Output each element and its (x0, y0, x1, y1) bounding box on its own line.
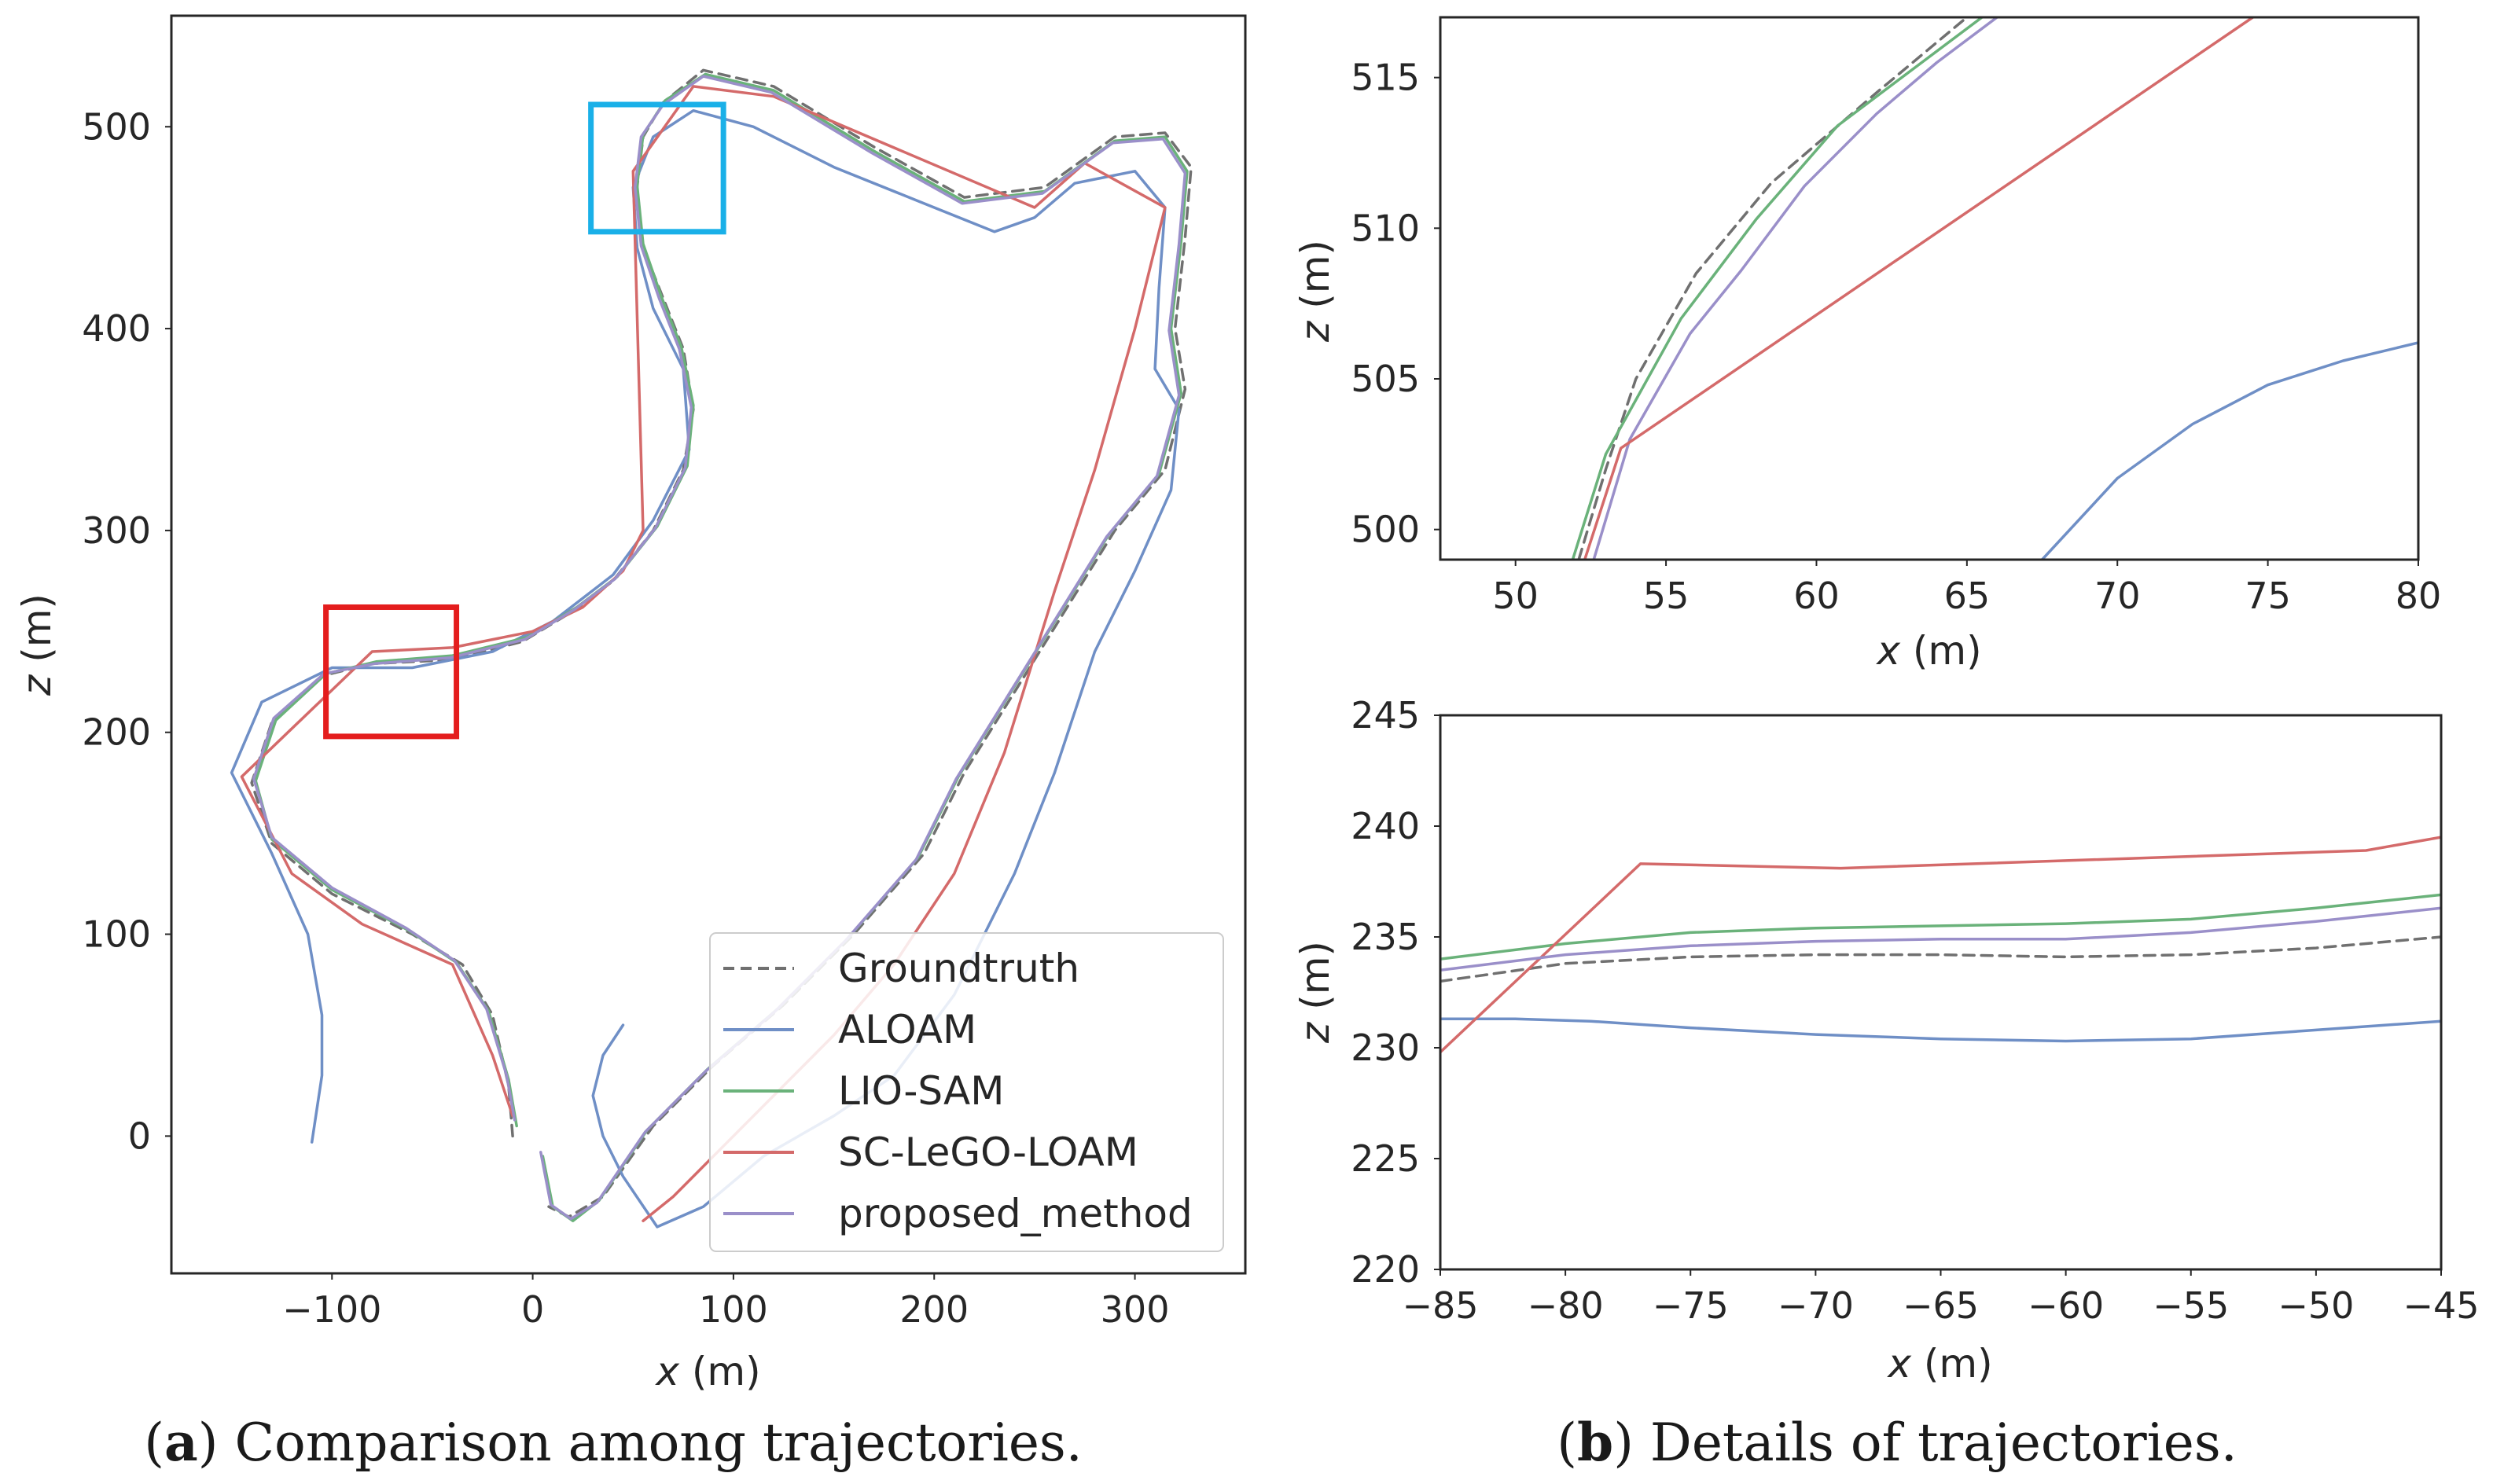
zoom-top-xtick-label: 65 (1944, 575, 1991, 617)
zoom-top-xtick-label: 70 (2094, 575, 2141, 617)
main-trajectory-plot: −100 0 100 200 300 0 100 200 300 400 500 x (m) z … (14, 14, 1247, 1394)
zoom-top-x-axis-label: x (m) (1875, 628, 1981, 674)
zoom-bottom-series-proposed-method (1440, 906, 2441, 972)
zoom-top-xtick-label: 80 (2396, 575, 2442, 617)
zoom-top-plot: 50 55 60 65 70 75 80 500 505 510 515 x (m) z (m) (1292, 16, 2441, 674)
main-xtick-label: 0 (521, 1288, 544, 1331)
main-series-lines (230, 68, 1193, 1229)
zoom-top-ytick-label: 515 (1351, 57, 1420, 99)
zoom-bottom-xtick-label: −80 (1528, 1284, 1604, 1327)
zoom-bottom-xtick-label: −45 (2403, 1284, 2479, 1327)
main-xtick-label: 300 (1101, 1288, 1170, 1331)
zoom-top-x-ticks: 50 55 60 65 70 75 80 (1492, 560, 2441, 617)
main-ytick-label: 200 (82, 711, 151, 754)
zoom-bottom-y-axis-label: z (m) (1292, 941, 1338, 1044)
caption-a: (a) Comparison among trajectories. (144, 1412, 1083, 1473)
zoom-bottom-series-lines (1440, 836, 2441, 1054)
zoom-top-xtick-label: 55 (1643, 575, 1690, 617)
caption-b: (b) Details of trajectories. (1557, 1412, 2237, 1473)
zoom-bottom-xtick-label: −70 (1778, 1284, 1854, 1327)
legend-label-groundtruth: Groundtruth (838, 946, 1079, 991)
main-series-proposed-method (252, 75, 1187, 1221)
zoom-top-y-axis-label: z (m) (1292, 240, 1338, 343)
zoom-bottom-plot-frame (1439, 714, 2443, 1271)
zoom-bottom-xtick-label: −85 (1402, 1284, 1478, 1327)
zoom-bottom-x-axis-label: x (m) (1886, 1341, 1992, 1387)
zoom-bottom-xtick-label: −50 (2278, 1284, 2354, 1327)
zoom-bottom-x-ticks: −85 −80 −75 −70 −65 −60 −55 −50 −45 (1402, 1269, 2480, 1327)
legend-label-aloam: ALOAM (838, 1007, 976, 1052)
highlight-red-box (323, 604, 460, 740)
zoom-bottom-ytick-label: 245 (1351, 694, 1420, 736)
zoom-top-ytick-label: 500 (1351, 509, 1420, 551)
highlight-cyan-box (588, 101, 726, 235)
zoom-top-series-lio-sam (1571, 17, 1984, 560)
zoom-top-y-ticks: 500 505 510 515 (1351, 57, 1440, 551)
legend-label-lio-sam: LIO-SAM (838, 1068, 1004, 1114)
zoom-bottom-xtick-label: −55 (2153, 1284, 2229, 1327)
main-highlight-boxes (323, 101, 726, 740)
main-ytick-label: 500 (82, 105, 151, 148)
zoom-top-ytick-label: 510 (1351, 207, 1420, 249)
zoom-bottom-ytick-label: 240 (1351, 805, 1420, 847)
zoom-bottom-ytick-label: 230 (1351, 1027, 1420, 1069)
zoom-top-series-groundtruth (1577, 17, 1969, 560)
main-ytick-label: 0 (128, 1115, 151, 1157)
zoom-top-ytick-label: 505 (1351, 358, 1420, 400)
main-y-axis-label: z (m) (14, 593, 60, 696)
zoom-top-plot-frame (1439, 16, 2420, 561)
legend-label-proposed-method: proposed_method (838, 1191, 1193, 1236)
zoom-top-series-proposed-method (1592, 17, 1998, 560)
main-y-ticks: 0 100 200 300 400 500 (82, 105, 171, 1157)
zoom-bottom-series-groundtruth (1440, 935, 2441, 983)
legend-frame (709, 932, 1224, 1252)
zoom-bottom-series-aloam (1440, 1017, 2441, 1043)
main-plot-frame (170, 14, 1247, 1275)
zoom-bottom-xtick-label: −60 (2028, 1284, 2104, 1327)
main-xtick-label: 100 (699, 1288, 768, 1331)
zoom-top-xtick-label: 60 (1793, 575, 1840, 617)
zoom-bottom-ytick-label: 220 (1351, 1248, 1420, 1291)
legend-label-sc-lego-loam: SC-LeGO-LOAM (838, 1130, 1138, 1175)
legend: Groundtruth ALOAM LIO-SAM SC-LeGO-LOAM p… (709, 932, 1224, 1252)
zoom-top-series-aloam (2040, 341, 2418, 560)
zoom-bottom-ytick-label: 225 (1351, 1137, 1420, 1180)
zoom-top-series-sc-lego-loam (1583, 17, 2255, 560)
zoom-bottom-ytick-label: 235 (1351, 916, 1420, 958)
zoom-bottom-series-lio-sam (1440, 893, 2441, 961)
main-ytick-label: 100 (82, 913, 151, 956)
main-ytick-label: 300 (82, 509, 151, 552)
zoom-top-series-lines (1571, 17, 2418, 560)
zoom-bottom-series-sc-lego-loam (1440, 836, 2441, 1054)
zoom-top-xtick-label: 75 (2245, 575, 2291, 617)
zoom-bottom-plot: −85 −80 −75 −70 −65 −60 −55 −50 −45 220 225 230 235… (1292, 694, 2480, 1387)
main-xtick-label: −100 (282, 1288, 381, 1331)
zoom-bottom-xtick-label: −75 (1653, 1284, 1729, 1327)
main-ytick-label: 400 (82, 307, 151, 350)
zoom-top-xtick-label: 50 (1492, 575, 1539, 617)
zoom-bottom-xtick-label: −65 (1903, 1284, 1979, 1327)
main-x-ticks: −100 0 100 200 300 (282, 1273, 1169, 1331)
main-xtick-label: 200 (899, 1288, 969, 1331)
zoom-bottom-y-ticks: 220 225 230 235 240 245 (1351, 694, 1440, 1291)
main-x-axis-label: x (m) (654, 1349, 760, 1394)
